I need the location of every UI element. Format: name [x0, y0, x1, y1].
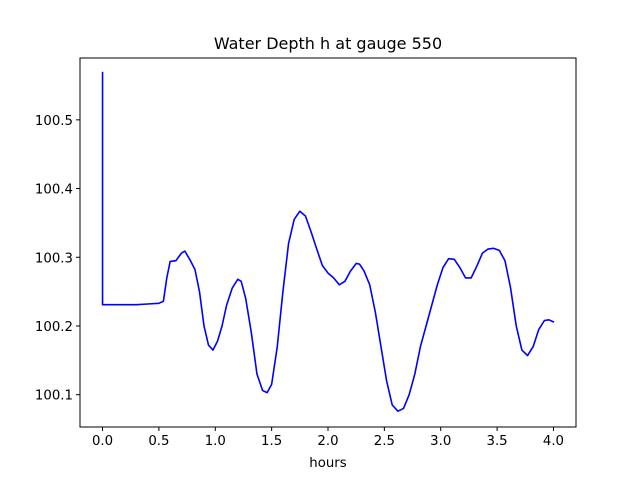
x-axis: 0.0 0.5 1.0 1.5 2.0 2.5 3.0 3.5 4.0 — [92, 427, 564, 449]
y-tick-label: 100.4 — [35, 183, 73, 198]
x-tick-label: 0.5 — [148, 434, 169, 449]
x-tick-label: 1.0 — [205, 434, 226, 449]
x-axis-label: hours — [309, 456, 346, 471]
x-tick-label: 4.0 — [543, 434, 564, 449]
series-line-0 — [101, 71, 555, 413]
y-tick-label: 100.3 — [35, 251, 73, 266]
series-layer — [101, 71, 555, 413]
x-tick-label: 2.0 — [317, 434, 338, 449]
y-tick-label: 100.2 — [35, 320, 73, 335]
y-tick-label: 100.5 — [35, 114, 73, 129]
x-tick-label: 3.5 — [487, 434, 508, 449]
chart-title: Water Depth h at gauge 550 — [214, 34, 442, 53]
y-tick-label: 100.1 — [35, 389, 73, 404]
x-tick-label: 0.0 — [92, 434, 113, 449]
x-tick-label: 1.5 — [261, 434, 282, 449]
x-tick-label: 3.0 — [430, 434, 451, 449]
y-axis: 100.1 100.2 100.3 100.4 100.5 — [35, 114, 80, 404]
x-tick-label: 2.5 — [374, 434, 395, 449]
